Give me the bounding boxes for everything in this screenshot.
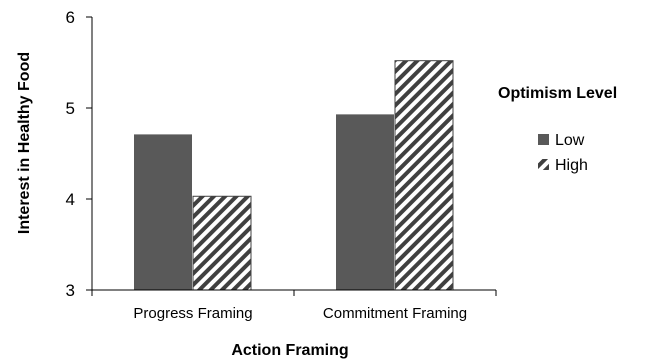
x-axis-title: Action Framing — [231, 342, 348, 359]
y-tick-label-4: 4 — [66, 190, 75, 209]
legend-title: Optimism Level — [498, 85, 617, 102]
bar-low-0 — [134, 134, 192, 290]
y-tick-label-3: 3 — [66, 281, 75, 300]
category-label-0: Progress Framing — [133, 305, 252, 322]
y-tick-label-6: 6 — [66, 8, 75, 27]
bar-high-1 — [394, 60, 454, 291]
plot-area: 3 4 5 6 Progress Framing Commitment Framing — [66, 8, 497, 322]
legend-label-low: Low — [555, 132, 585, 149]
legend-swatch-low — [538, 134, 549, 145]
legend-swatch-high — [538, 159, 549, 170]
bar-low-1 — [336, 114, 394, 291]
bar-high-0 — [192, 195, 252, 291]
legend-label-high: High — [555, 157, 588, 174]
legend: Optimism Level Low High — [498, 85, 617, 174]
category-label-1: Commitment Framing — [323, 305, 467, 322]
y-axis-title: Interest in Healthy Food — [16, 52, 33, 234]
y-tick-label-5: 5 — [66, 99, 75, 118]
